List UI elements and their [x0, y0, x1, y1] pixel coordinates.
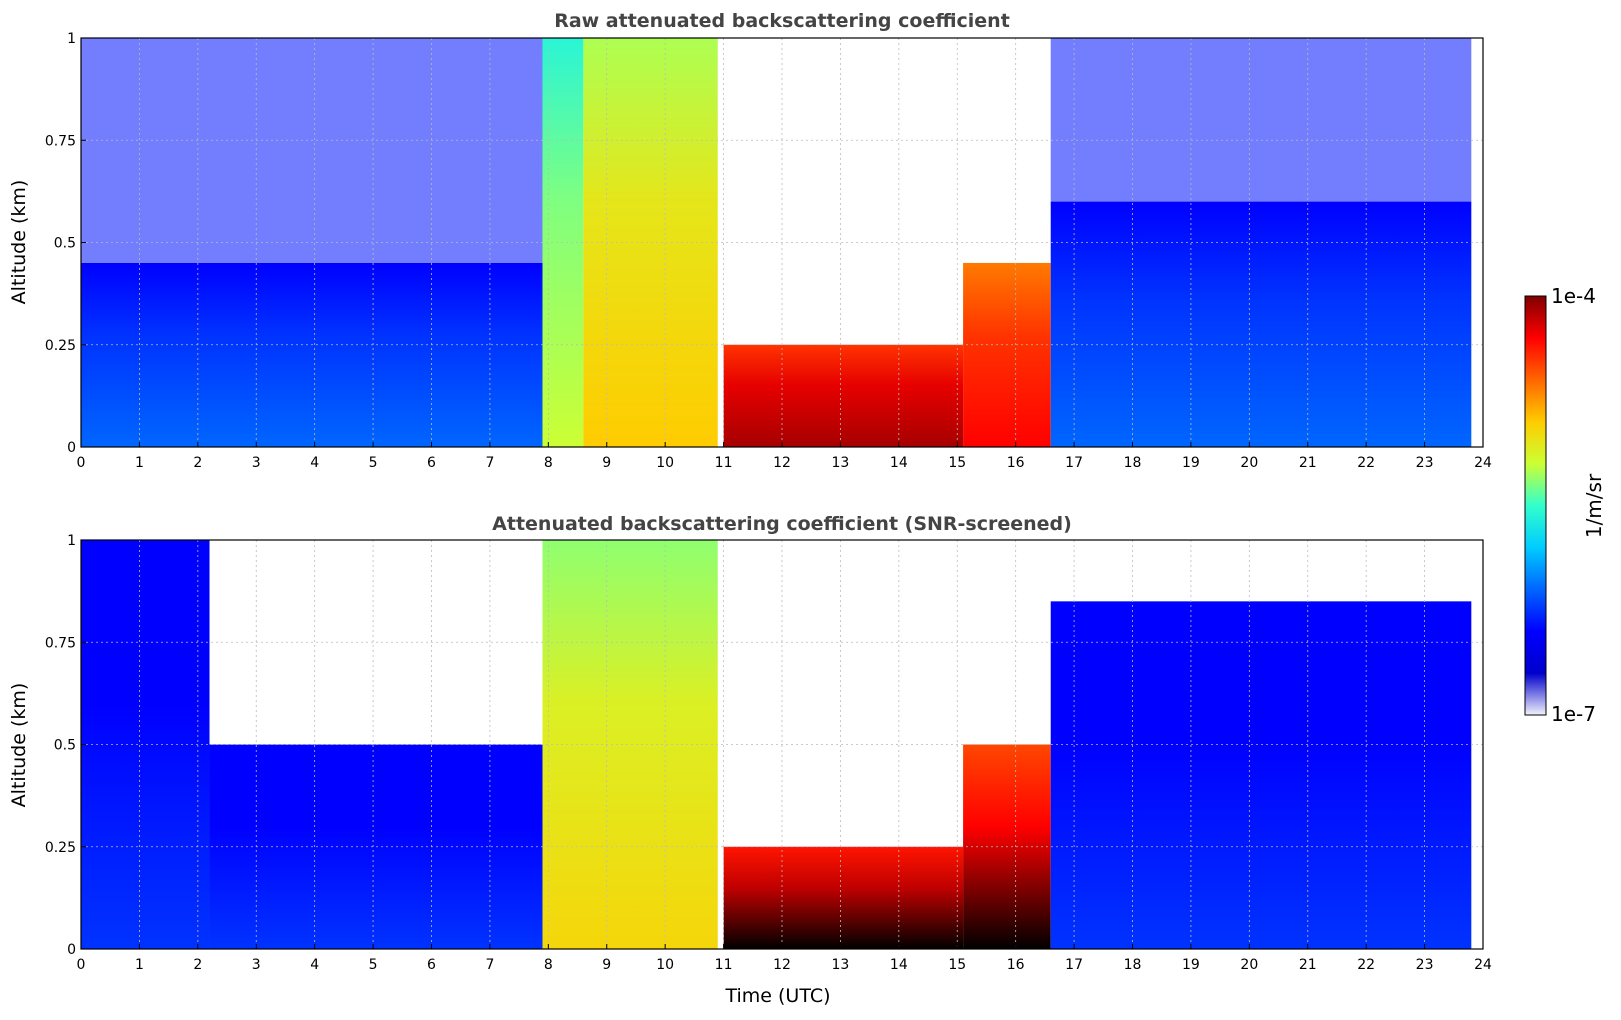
x-tick-label: 11: [715, 957, 733, 973]
panel-screened: Attenuated backscattering coefficient (S…: [8, 513, 1492, 1007]
x-tick-label: 21: [1299, 957, 1317, 973]
x-tick-label: 23: [1416, 455, 1434, 471]
x-tick-label: 16: [1007, 455, 1025, 471]
x-tick-label: 11: [715, 455, 733, 471]
colorbar-min-label: 1e-7: [1551, 702, 1596, 726]
y-tick-label: 0.5: [54, 236, 76, 252]
panel-title: Raw attenuated backscattering coefficien…: [554, 10, 1010, 32]
x-tick-label: 18: [1124, 455, 1142, 471]
y-tick-label: 0.25: [45, 338, 76, 354]
y-tick-label: 0: [67, 942, 76, 958]
x-tick-label: 5: [369, 957, 378, 973]
heatmap-column: [1050, 601, 1472, 949]
x-tick-label: 21: [1299, 455, 1317, 471]
gridlines: [81, 540, 1483, 949]
x-tick-label: 20: [1240, 957, 1258, 973]
y-tick-label: 0.25: [45, 840, 76, 856]
heatmap-column: [963, 262, 1051, 447]
x-tick-labels: 0 1 2 3 4 5 6 7 8 9 10 11 12 13 14 15 16 17 18 19 20 21 22 23 24: [77, 944, 1492, 973]
y-tick-label: 0.5: [54, 738, 76, 754]
x-tick-label: 5: [369, 455, 378, 471]
y-tick-label: 0: [67, 440, 76, 456]
colorbar-max-label: 1e-4: [1551, 284, 1596, 308]
x-tick-label: 0: [77, 455, 86, 471]
heatmap-column: [723, 846, 964, 949]
x-tick-label: 9: [602, 455, 611, 471]
y-tick-label: 0.75: [45, 635, 76, 651]
x-tick-label: 24: [1474, 455, 1492, 471]
panel-raw: Raw attenuated backscattering coefficien…: [8, 10, 1492, 471]
y-tick-labels: 0 0.25 0.5 0.75 1: [45, 31, 86, 456]
y-axis-label: Altitude (km): [8, 180, 30, 305]
x-tick-label: 4: [310, 455, 319, 471]
x-tick-label: 14: [890, 455, 908, 471]
x-tick-label: 10: [656, 957, 674, 973]
x-tick-label: 17: [1065, 455, 1083, 471]
x-tick-label: 4: [310, 957, 319, 973]
x-tick-label: 3: [252, 957, 261, 973]
x-tick-label: 17: [1065, 957, 1083, 973]
x-tick-label: 7: [485, 455, 494, 471]
heatmap-area: [81, 38, 1472, 447]
x-tick-label: 9: [602, 957, 611, 973]
x-tick-label: 19: [1182, 455, 1200, 471]
gridlines: [81, 38, 1483, 447]
x-tick-label: 3: [252, 455, 261, 471]
heatmap-noise-region: [81, 38, 543, 263]
x-tick-label: 18: [1124, 957, 1142, 973]
x-tick-labels: 0 1 2 3 4 5 6 7 8 9 10 11 12 13 14 15 16 17 18 19 20 21 22 23 24: [77, 442, 1492, 471]
x-tick-label: 14: [890, 957, 908, 973]
y-tick-label: 1: [67, 533, 76, 549]
colorbar-unit-label: 1/m/sr: [1582, 473, 1606, 538]
panel-title: Attenuated backscattering coefficient (S…: [492, 513, 1072, 535]
heatmap-area: [81, 540, 1472, 949]
heatmap-column: [81, 262, 543, 447]
x-tick-label: 8: [544, 957, 553, 973]
x-tick-label: 1: [135, 455, 144, 471]
x-tick-label: 22: [1357, 455, 1375, 471]
x-axis-label: Time (UTC): [724, 985, 830, 1007]
x-tick-label: 6: [427, 957, 436, 973]
x-tick-label: 20: [1240, 455, 1258, 471]
y-tick-label: 0.75: [45, 133, 76, 149]
y-tick-label: 1: [67, 31, 76, 47]
x-tick-label: 12: [773, 957, 791, 973]
x-tick-label: 6: [427, 455, 436, 471]
x-tick-label: 1: [135, 957, 144, 973]
x-tick-label: 13: [832, 455, 850, 471]
x-tick-label: 0: [77, 957, 86, 973]
colorbar: 1e-4 1e-7 1/m/sr: [1524, 284, 1606, 726]
colorbar-gradient: [1524, 295, 1547, 716]
x-tick-label: 19: [1182, 957, 1200, 973]
x-tick-label: 10: [656, 455, 674, 471]
x-tick-label: 16: [1007, 957, 1025, 973]
x-tick-label: 7: [485, 957, 494, 973]
x-tick-label: 2: [193, 455, 202, 471]
heatmap-column: [583, 38, 718, 447]
heatmap-column: [81, 540, 210, 949]
heatmap-column: [723, 344, 964, 447]
x-tick-label: 13: [832, 957, 850, 973]
y-tick-labels: 0 0.25 0.5 0.75 1: [45, 533, 86, 958]
y-axis-label: Altitude (km): [8, 683, 30, 808]
x-tick-label: 15: [948, 455, 966, 471]
x-tick-label: 2: [193, 957, 202, 973]
x-tick-label: 24: [1474, 957, 1492, 973]
x-tick-label: 22: [1357, 957, 1375, 973]
x-tick-label: 15: [948, 957, 966, 973]
x-tick-label: 23: [1416, 957, 1434, 973]
x-tick-label: 8: [544, 455, 553, 471]
x-tick-label: 12: [773, 455, 791, 471]
heatmap-column: [1050, 201, 1472, 447]
heatmap-noise-region: [1050, 38, 1472, 202]
